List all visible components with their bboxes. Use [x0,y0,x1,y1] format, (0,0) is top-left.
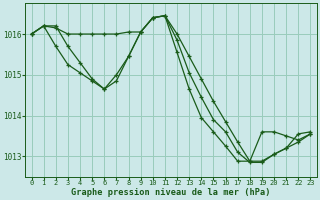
X-axis label: Graphe pression niveau de la mer (hPa): Graphe pression niveau de la mer (hPa) [71,188,271,197]
